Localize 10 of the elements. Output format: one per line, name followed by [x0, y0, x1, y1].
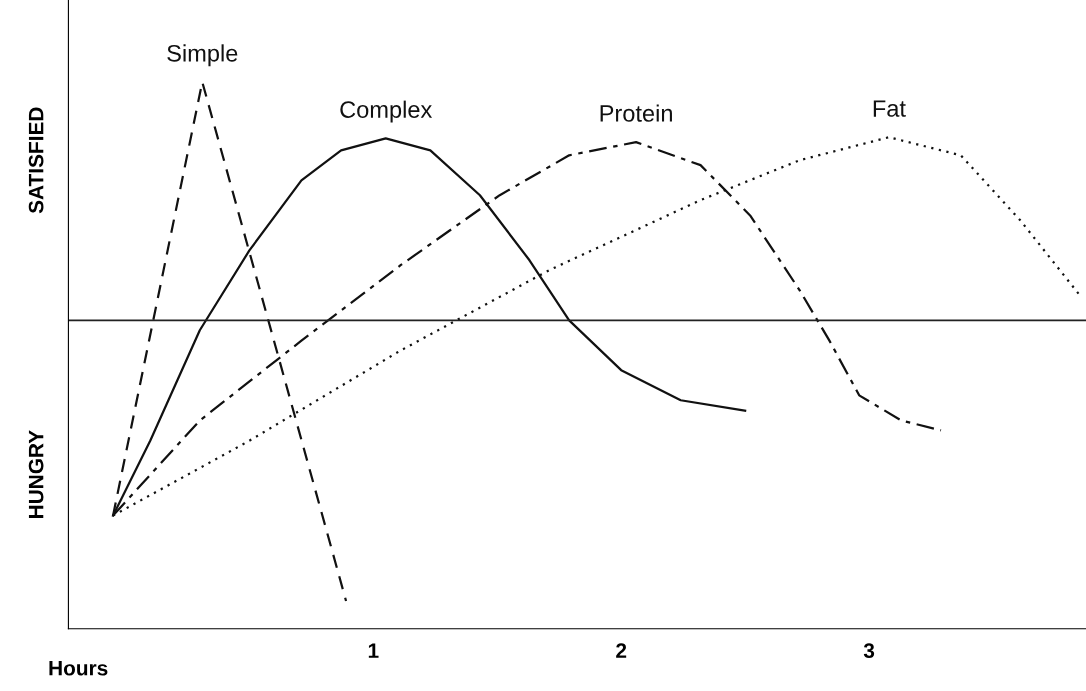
x-tick-label: 3	[863, 643, 875, 659]
series-label: Fat	[873, 100, 906, 117]
series-label: Protein	[600, 104, 672, 122]
series-label: Simple	[167, 44, 238, 67]
text: HUNGRY	[28, 430, 44, 518]
text: SATISFIED	[28, 107, 44, 214]
x-tick-label: 2	[616, 643, 627, 658]
series-label: Complex	[340, 100, 433, 123]
x-tick-label: 1	[368, 643, 379, 658]
x-axis-title: Hours	[49, 661, 108, 676]
